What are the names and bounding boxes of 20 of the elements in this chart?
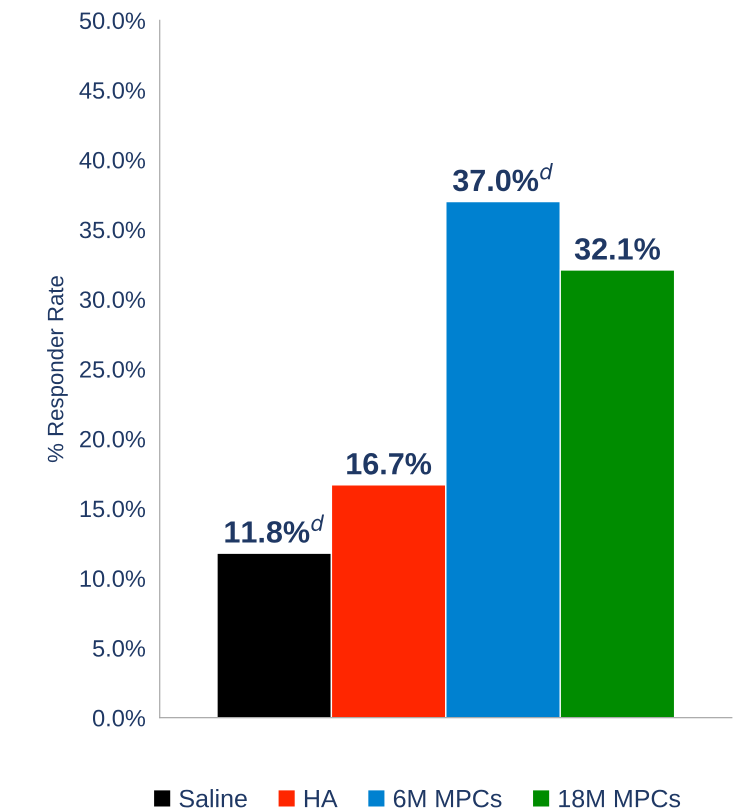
data-label: 32.1% [574, 238, 660, 260]
y-tick-label: 25.0% [80, 361, 146, 378]
legend-label: HA [304, 790, 338, 808]
y-tick-label: 45.0% [79, 82, 146, 99]
y-tick-label: 10.0% [80, 570, 146, 588]
y-tick-label: 20.0% [80, 430, 146, 448]
legend-label: 18M MPCs [559, 790, 680, 808]
y-tick-label: 5.0% [92, 640, 146, 657]
y-axis-title: % Responder Rate [47, 276, 68, 462]
y-tick-label: 40.0% [79, 152, 146, 169]
y-tick-label: 30.0% [80, 291, 146, 308]
legend-label: Saline [180, 789, 247, 808]
data-label: 37.0%$^{d}$ [452, 162, 553, 192]
legend-label: 6M MPCs [394, 790, 502, 808]
y-tick-label: 15.0% [80, 500, 146, 518]
y-tick-label: 0.0% [92, 710, 146, 727]
data-label: 11.8%$^{d}$ [225, 514, 324, 543]
y-tick-label: 50.0% [80, 12, 146, 30]
data-label: 16.7% [347, 452, 432, 475]
y-tick-label: 35.0% [80, 222, 146, 238]
